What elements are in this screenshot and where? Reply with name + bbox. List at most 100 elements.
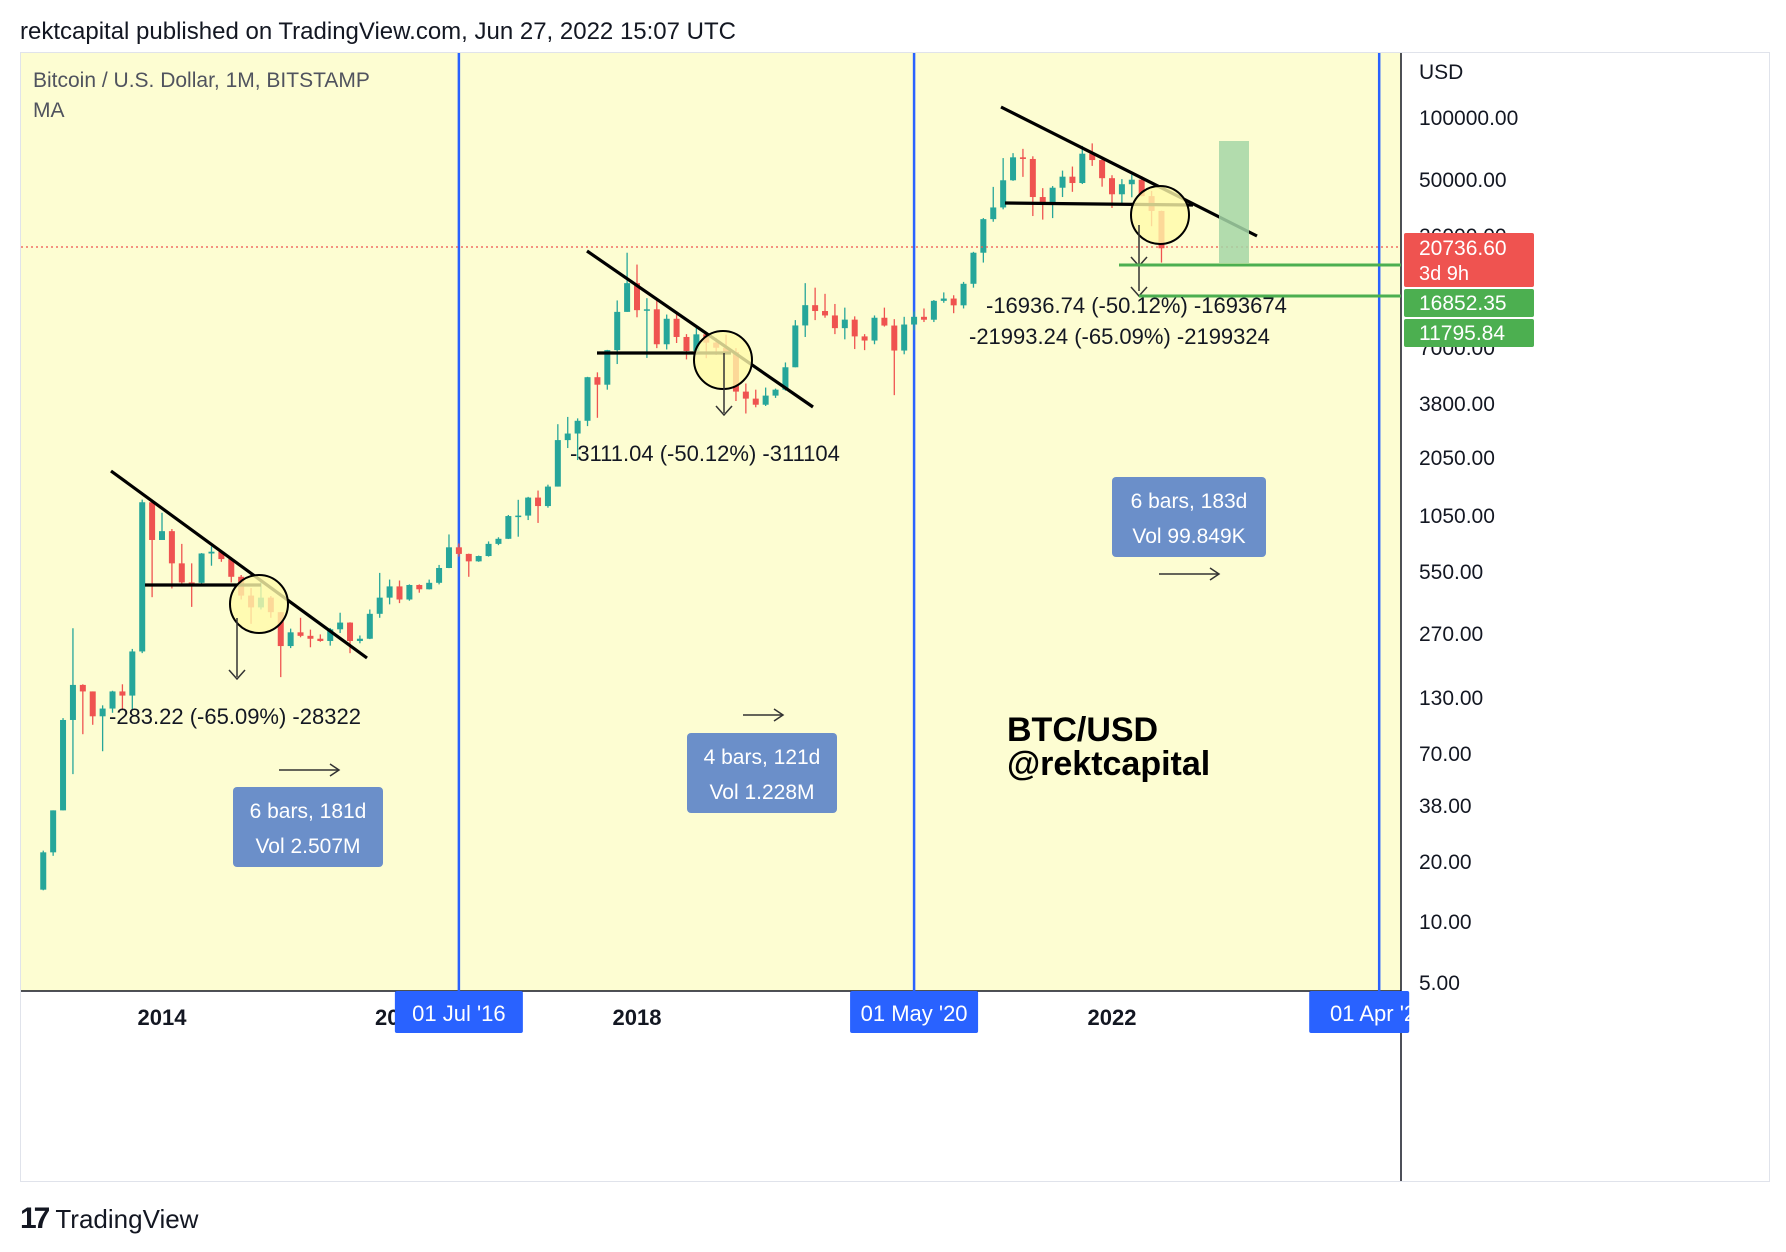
candle-bullish: [871, 315, 878, 345]
candle-bearish: [1029, 156, 1036, 217]
measured-move-label: -3111.04 (-50.12%) -311104: [570, 441, 840, 466]
candle-body: [772, 389, 779, 396]
candle-body: [643, 309, 650, 311]
symbol-legend: Bitcoin / U.S. Dollar, 1M, BITSTAMP: [33, 69, 370, 92]
candle-body: [980, 219, 987, 253]
candle-bearish: [920, 308, 927, 323]
candle-body: [287, 632, 294, 647]
candle-bearish: [1019, 148, 1026, 177]
candle-bearish: [822, 293, 829, 318]
candle-bullish: [436, 564, 443, 585]
candle-bearish: [168, 529, 175, 589]
cycle-date-label-box: [394, 991, 523, 1033]
price-axis-tick: 2050.00: [1419, 447, 1495, 470]
current-price-value: 20736.60: [1419, 237, 1507, 260]
footer-brand[interactable]: 17 TradingView: [20, 1202, 198, 1236]
candle-bullish: [50, 810, 57, 856]
candle-body: [851, 319, 858, 337]
candle-bearish: [752, 389, 759, 408]
candle-bullish: [139, 499, 146, 654]
candle-body: [1019, 157, 1026, 159]
candle-body: [752, 398, 759, 405]
price-axis-tick: 1050.00: [1419, 505, 1495, 528]
candle-bullish: [495, 537, 502, 546]
range-volume-label: Vol 2.507M: [255, 835, 360, 858]
candle-bearish: [307, 629, 314, 648]
candle-bullish: [129, 648, 136, 711]
candle-bearish: [455, 543, 462, 557]
candle-bullish: [366, 609, 373, 640]
candle-body: [614, 311, 621, 351]
candle-bullish: [1059, 170, 1066, 198]
candle-body: [396, 586, 403, 600]
candle-bullish: [1010, 153, 1017, 181]
candle-body: [277, 612, 284, 647]
candle-body: [1000, 180, 1007, 208]
price-axis-tick: 550.00: [1419, 561, 1483, 584]
candle-bullish: [663, 314, 670, 350]
candle-bullish: [584, 376, 591, 427]
candle-body: [188, 582, 195, 584]
candle-body: [891, 325, 898, 351]
candle-body: [366, 613, 373, 639]
candle-body: [881, 317, 888, 326]
candle-body: [911, 316, 918, 325]
candle-body: [89, 691, 96, 717]
candle-body: [297, 632, 304, 636]
candle-body: [455, 547, 462, 554]
candlestick-chart[interactable]: -283.22 (-65.09%) -28322 -3111.04 (-50.12…: [21, 53, 1769, 1181]
candle-body: [634, 283, 640, 311]
candle-bullish: [99, 705, 106, 752]
time-axis-tick: 2014: [138, 1005, 188, 1030]
candle-body: [663, 318, 670, 345]
candle-bearish: [812, 287, 819, 321]
candle-body: [802, 305, 809, 326]
candle-body: [604, 350, 611, 385]
chart-frame: -283.22 (-65.09%) -28322 -3111.04 (-50.12…: [20, 52, 1770, 1182]
candle-bearish: [851, 316, 858, 350]
candle-bullish: [792, 320, 799, 368]
price-axis-tick: 10.00: [1419, 911, 1472, 934]
candle-body: [436, 567, 443, 583]
candle-body: [901, 324, 908, 351]
arrow-right-icon: [773, 708, 785, 722]
downtrend-line: [110, 469, 368, 660]
candle-bullish: [159, 512, 165, 540]
candle-body: [960, 283, 967, 306]
candle-bearish: [1069, 166, 1076, 192]
candle-bullish: [109, 690, 116, 713]
footer-brand-label: TradingView: [55, 1203, 199, 1234]
time-axis-background: [21, 991, 1401, 1181]
candle-body: [1010, 157, 1017, 181]
candle-bullish: [386, 579, 393, 605]
candle-body: [475, 556, 482, 562]
arrow-down-icon: [228, 669, 246, 681]
candle-bullish: [940, 292, 947, 303]
candle-bullish: [970, 251, 977, 288]
candle-bearish: [178, 543, 185, 587]
candle-bullish: [525, 496, 532, 521]
price-axis-unit: USD: [1419, 61, 1463, 84]
candle-bearish: [950, 295, 957, 314]
candle-bearish: [831, 303, 838, 335]
candle-bullish: [980, 218, 987, 263]
candle-body: [337, 622, 344, 630]
candle-bullish: [208, 546, 215, 566]
candle-bearish: [228, 557, 235, 583]
arrow-right-icon: [329, 763, 341, 777]
candle-body: [129, 651, 136, 696]
candle-body: [60, 719, 67, 811]
candle-body: [198, 553, 205, 583]
current-price-badge: [1404, 233, 1534, 287]
candle-body: [149, 502, 156, 540]
breakdown-circle: [229, 574, 289, 634]
candle-bullish: [69, 628, 76, 775]
candle-bearish: [861, 334, 868, 351]
candle-body: [822, 311, 829, 316]
candle-body: [1118, 184, 1125, 195]
price-axis-tick: 270.00: [1419, 623, 1483, 646]
candle-body: [1138, 179, 1145, 197]
candle-body: [762, 395, 769, 405]
candle-body: [574, 420, 581, 434]
candle-bearish: [634, 264, 640, 318]
